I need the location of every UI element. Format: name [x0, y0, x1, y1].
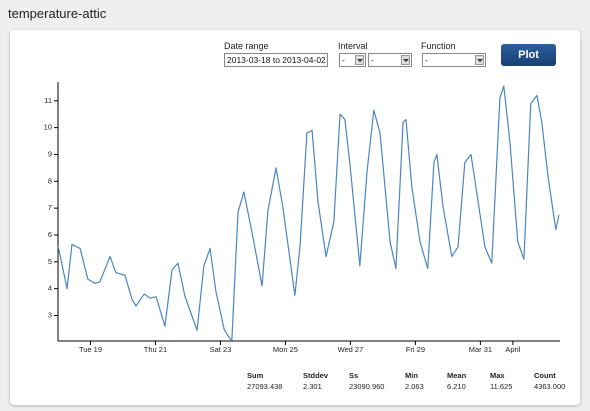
stat-header: Sum — [247, 371, 264, 380]
stat-header: Min — [405, 371, 418, 380]
stat-value: 2.063 — [405, 382, 424, 391]
y-tick-label: 7 — [48, 203, 52, 212]
stat-value: 27093.438 — [247, 382, 283, 391]
stat-value: 11.625 — [490, 382, 513, 391]
stat-header: Ss — [349, 371, 359, 380]
x-tick-label: Wed 27 — [338, 345, 364, 354]
select-value: - — [371, 55, 374, 65]
x-tick-label: Mar 31 — [469, 345, 492, 354]
y-tick-label: 5 — [48, 257, 52, 266]
interval-label: Interval — [338, 41, 368, 51]
x-tick-label: Thu 21 — [144, 345, 167, 354]
stat-value: 23090.960 — [349, 382, 385, 391]
panel — [10, 30, 580, 405]
y-tick-label: 10 — [44, 123, 52, 132]
stat-header: Count — [534, 371, 556, 380]
interval-unit-select[interactable]: - — [368, 53, 412, 67]
y-tick-label: 4 — [48, 284, 52, 293]
y-tick-label: 3 — [48, 310, 52, 319]
plot-button[interactable]: Plot — [501, 44, 556, 66]
stat-value: 6.210 — [447, 382, 466, 391]
y-tick-label: 11 — [44, 96, 52, 105]
y-tick-label: 9 — [48, 149, 52, 158]
x-tick-label: Mon 25 — [273, 345, 298, 354]
date-range-label: Date range — [224, 41, 269, 51]
stat-header: Mean — [447, 371, 467, 380]
interval-count-select[interactable]: - — [339, 53, 366, 67]
select-value: - — [425, 55, 428, 65]
date-range-input[interactable]: 2013-03-18 to 2013-04-02 — [224, 53, 328, 67]
x-tick-label: Fri 29 — [406, 345, 425, 354]
page-title: temperature-attic — [8, 6, 107, 21]
select-value: - — [342, 55, 345, 65]
stat-value: 2.301 — [303, 382, 322, 391]
y-tick-label: 6 — [48, 230, 52, 239]
stat-header: Max — [490, 371, 505, 380]
y-tick-label: 8 — [48, 176, 52, 185]
function-select[interactable]: - — [422, 53, 486, 67]
x-tick-label: Tue 19 — [79, 345, 102, 354]
x-tick-label: Sat 23 — [210, 345, 232, 354]
stat-value: 4363.000 — [534, 382, 566, 391]
stat-header: Stddev — [303, 371, 329, 380]
data-line — [57, 85, 560, 342]
function-label: Function — [421, 41, 456, 51]
x-tick-label: April — [505, 345, 520, 354]
